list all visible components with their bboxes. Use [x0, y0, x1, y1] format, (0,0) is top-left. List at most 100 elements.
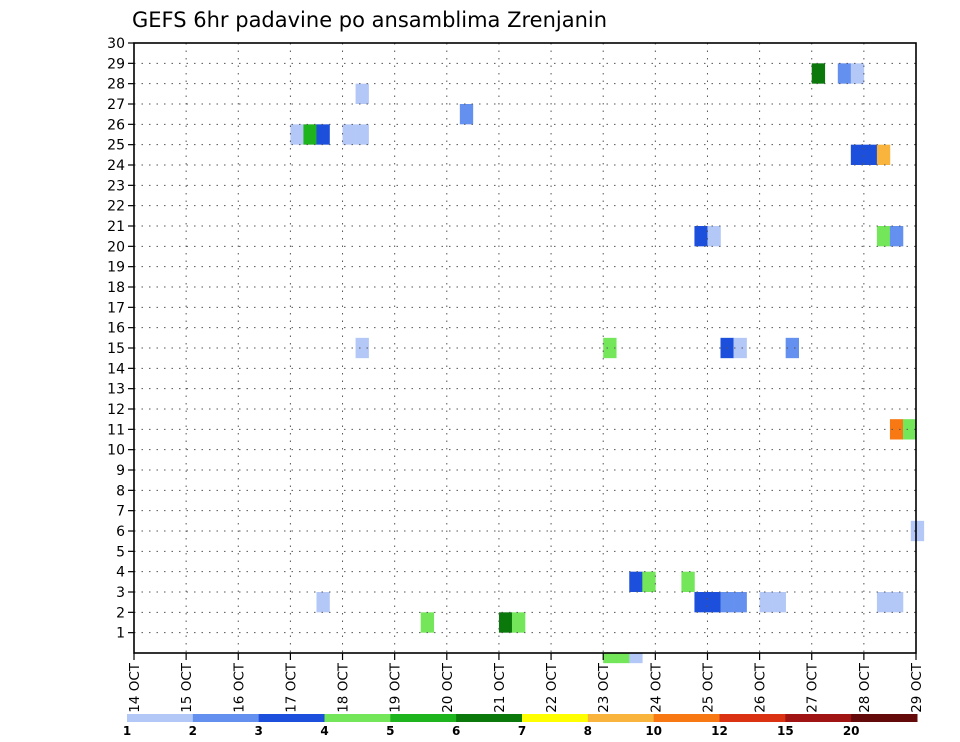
precip-cell: [811, 63, 826, 84]
precip-cell: [837, 63, 852, 84]
x-tick-label: 16 OCT: [231, 662, 247, 713]
precip-cell: [642, 571, 656, 592]
y-tick-label: 28: [107, 77, 125, 93]
precip-cell: [420, 612, 435, 633]
x-tick-label: 29 OCT: [909, 662, 925, 713]
precip-cell: [707, 592, 721, 613]
y-tick-label: 14: [107, 361, 125, 377]
precip-cell: [629, 571, 643, 592]
legend-label: 6: [452, 724, 460, 738]
legend: 1 2 3 4 5 6 7 8 10 12 15 20: [123, 714, 918, 738]
precip-cell: [603, 653, 617, 664]
y-tick-label: 15: [107, 341, 125, 357]
legend-swatch: [127, 714, 194, 722]
legend-label: 4: [320, 724, 328, 738]
x-tick-label: 22 OCT: [544, 662, 560, 713]
legend-swatch: [851, 714, 918, 722]
legend-label: 8: [584, 724, 592, 738]
legend-swatch: [653, 714, 720, 722]
y-tick-label: 16: [107, 321, 125, 337]
y-tick-label: 12: [107, 402, 125, 418]
legend-swatch: [192, 714, 260, 722]
y-tick-label: 22: [107, 199, 125, 215]
precip-cell: [850, 63, 865, 84]
y-tick-label: 18: [107, 280, 125, 296]
y-tick-label: 3: [116, 585, 125, 601]
precip-cell: [863, 144, 878, 165]
legend-label: 12: [711, 724, 728, 738]
x-tick-label: 23 OCT: [596, 662, 612, 713]
precip-cell: [707, 226, 721, 247]
precip-cell: [694, 226, 708, 247]
x-tick-label: 27 OCT: [805, 662, 821, 713]
precip-cell: [850, 144, 865, 165]
y-tick-label: 5: [116, 544, 125, 560]
legend-label: 10: [645, 724, 662, 738]
plot-area: 1234567891011121314151617181920212223242…: [107, 36, 925, 713]
y-tick-label: 30: [107, 36, 125, 52]
legend-swatch: [390, 714, 457, 722]
precip-cell: [876, 144, 891, 165]
legend-swatch: [324, 714, 391, 722]
y-tick-label: 2: [116, 605, 125, 621]
y-tick-label: 7: [116, 504, 125, 520]
precip-cell: [316, 592, 330, 613]
y-tick-label: 26: [107, 117, 125, 133]
legend-swatch: [719, 714, 786, 722]
precip-cell: [910, 520, 925, 542]
y-tick-label: 27: [107, 97, 125, 113]
precip-cell: [889, 419, 904, 440]
precip-cell: [342, 124, 356, 145]
precip-cell: [603, 337, 617, 359]
precip-cell: [889, 226, 904, 247]
y-tick-label: 13: [107, 382, 125, 398]
chart-title: GEFS 6hr padavine po ansamblima Zrenjani…: [132, 8, 607, 32]
precip-cell: [876, 226, 891, 247]
y-tick-label: 24: [107, 158, 125, 174]
x-tick-label: 19 OCT: [388, 662, 404, 713]
y-tick-label: 6: [116, 524, 125, 540]
precip-cell: [355, 124, 369, 145]
y-tick-label: 25: [107, 138, 125, 154]
precip-cell: [902, 419, 917, 440]
legend-swatch: [785, 714, 852, 722]
x-tick-label: 20 OCT: [440, 662, 456, 713]
precip-cell: [629, 653, 643, 664]
precip-cell: [759, 592, 773, 613]
x-tick-label: 18 OCT: [336, 662, 352, 713]
y-tick-label: 10: [107, 443, 125, 459]
precip-cell: [681, 571, 695, 592]
x-tick-label: 25 OCT: [700, 662, 716, 713]
precip-cell: [459, 104, 474, 125]
x-tick-label: 15 OCT: [179, 662, 195, 713]
x-tick-label: 26 OCT: [753, 662, 769, 713]
precip-cell: [355, 337, 369, 359]
y-tick-label: 9: [116, 463, 125, 479]
legend-swatch: [258, 714, 325, 722]
y-tick-label: 1: [116, 626, 125, 642]
y-tick-label: 19: [107, 260, 125, 276]
legend-swatch: [456, 714, 523, 722]
x-tick-label: 24 OCT: [648, 662, 664, 713]
precip-cell: [694, 592, 708, 613]
x-tick-label: 28 OCT: [857, 662, 873, 713]
legend-swatch: [587, 714, 655, 722]
precip-cell: [772, 592, 786, 613]
x-tick-label: 21 OCT: [492, 662, 508, 713]
y-tick-label: 17: [107, 300, 125, 316]
y-tick-label: 21: [107, 219, 125, 235]
y-tick-label: 29: [107, 56, 125, 72]
y-tick-label: 11: [107, 422, 125, 438]
precip-cell: [876, 592, 891, 613]
precip-cell: [316, 124, 330, 145]
precip-cell: [733, 592, 747, 613]
precip-cell: [616, 653, 630, 664]
precip-cell: [511, 612, 526, 633]
legend-label: 3: [254, 724, 262, 738]
legend-label: 20: [843, 724, 860, 738]
legend-label: 7: [518, 724, 526, 738]
legend-label: 1: [123, 724, 131, 738]
precip-cell: [733, 337, 747, 359]
y-tick-label: 23: [107, 178, 125, 194]
